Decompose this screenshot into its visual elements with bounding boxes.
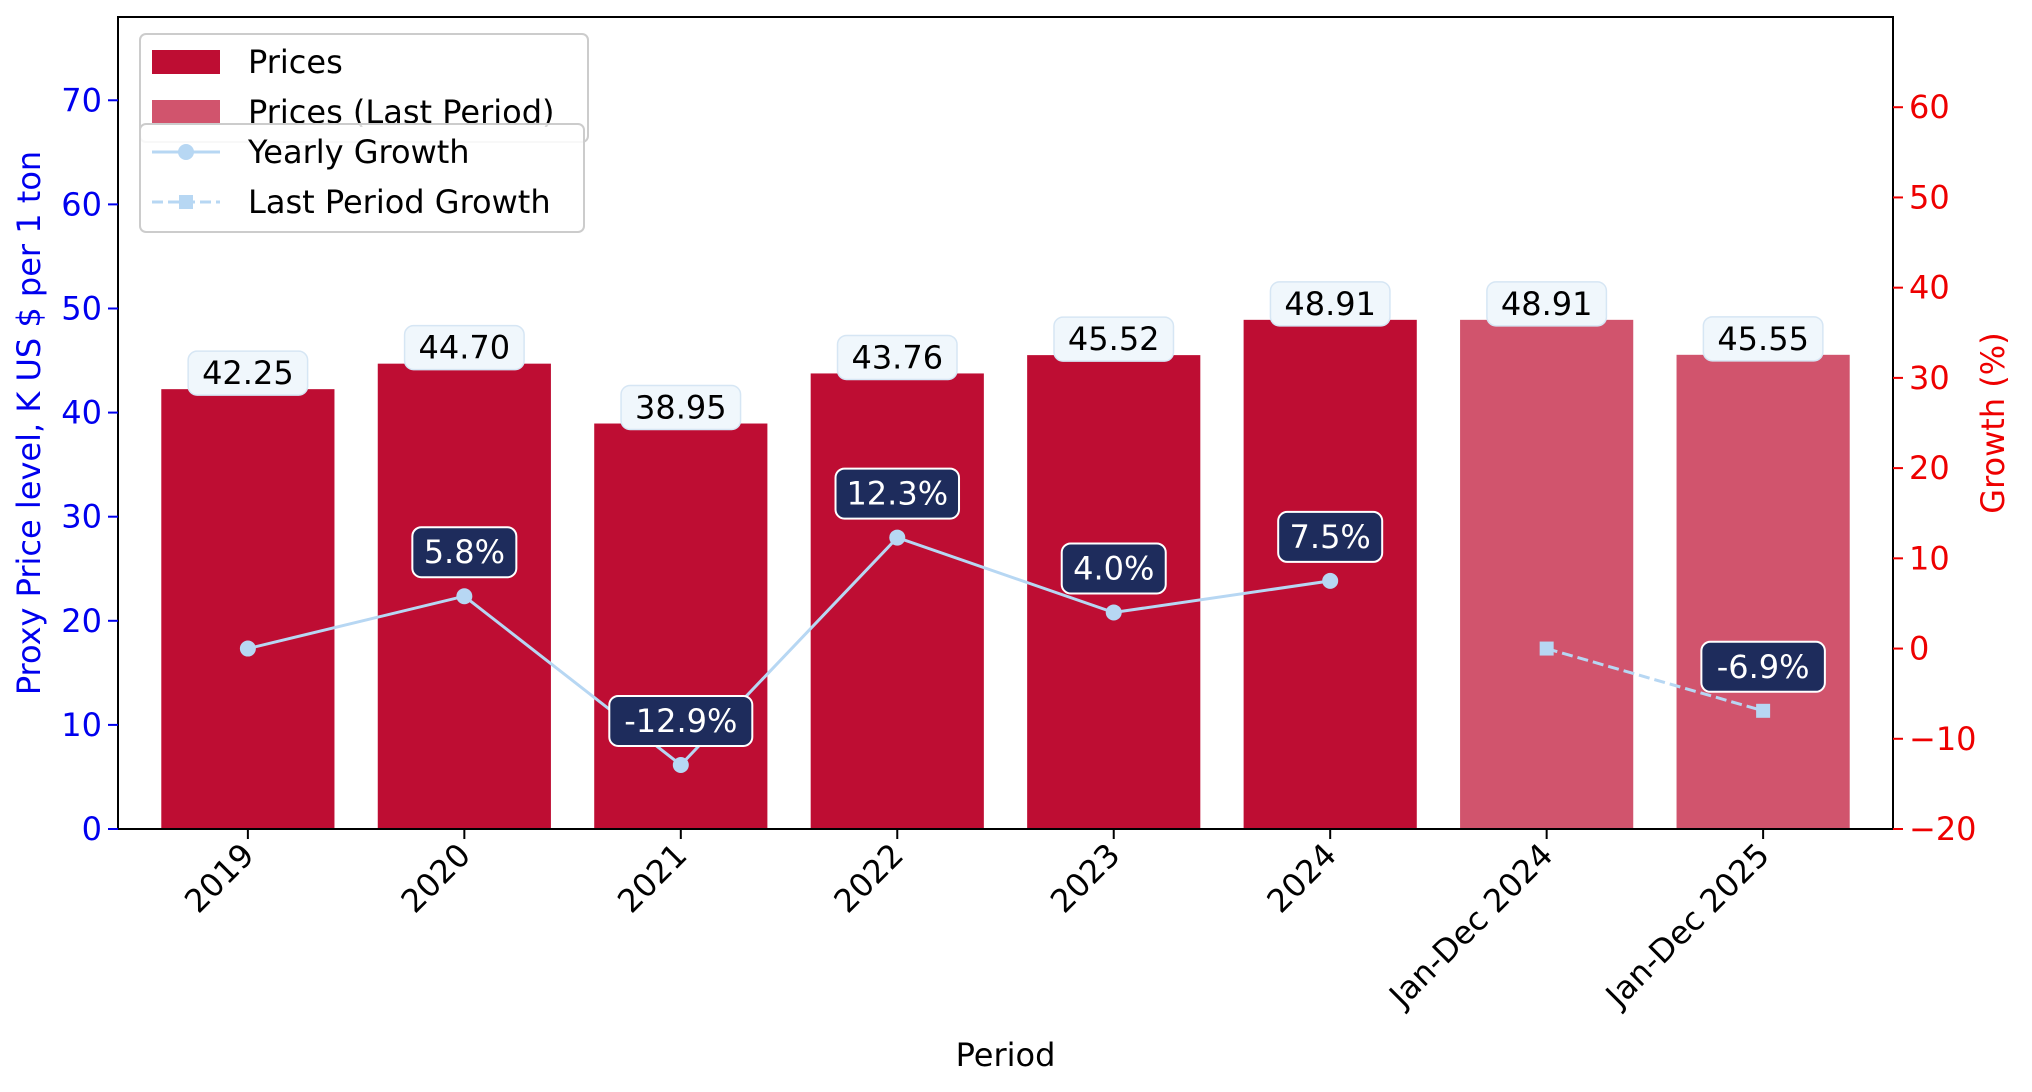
growth-label-box — [1060, 542, 1167, 595]
value-label: 48.91 — [1501, 285, 1593, 323]
y-axis-right-title: Growth (%) — [1974, 332, 2012, 513]
growth-label-box — [1277, 510, 1384, 563]
value-label: 42.25 — [202, 354, 294, 392]
right-tick-label: 40 — [1909, 269, 1950, 307]
yearly-growth-point — [456, 588, 473, 605]
yearly-growth-point — [889, 529, 906, 546]
left-tick-label: 50 — [61, 289, 102, 327]
bar-2022 — [810, 373, 984, 829]
plot-frame — [117, 16, 1894, 830]
legend-prices-swatch — [152, 50, 220, 74]
legend-prices-last-swatch — [152, 100, 220, 124]
growth-label: -12.9% — [624, 702, 737, 740]
yearly-growth-point — [1105, 604, 1122, 621]
value-label-box — [1053, 316, 1175, 362]
value-label: 43.76 — [851, 338, 943, 376]
x-tick-label: 2021 — [610, 836, 694, 920]
right-tick-label: 0 — [1909, 630, 1929, 668]
y-axis-title: Proxy Price level, K US $ per 1 ton — [10, 151, 48, 695]
x-tick-label: 2019 — [177, 836, 261, 920]
growth-label: 12.3% — [846, 475, 948, 513]
x-tick-label: Jan-Dec 2024 — [1380, 836, 1560, 1016]
value-label-box — [1269, 281, 1391, 327]
left-tick-label: 10 — [61, 706, 102, 744]
left-tick-label: 30 — [61, 498, 102, 536]
x-tick-label: 2024 — [1259, 836, 1343, 920]
value-label-box — [620, 384, 742, 431]
right-tick-label: 10 — [1909, 539, 1950, 577]
yearly-growth-point — [239, 640, 256, 657]
x-tick-label: 2020 — [394, 836, 478, 920]
value-label-box — [1702, 316, 1824, 362]
last-period-growth-point — [1756, 703, 1771, 718]
growth-label-box — [834, 467, 961, 520]
legend-yearly-marker — [178, 144, 194, 160]
growth-label: 7.5% — [1290, 518, 1371, 556]
left-tick-label: 70 — [61, 81, 102, 119]
yearly-growth-point — [672, 756, 689, 773]
growth-label: 5.8% — [424, 533, 505, 571]
legend-lines-box — [139, 123, 585, 233]
value-label-box — [1486, 281, 1608, 327]
left-tick-label: 20 — [61, 602, 102, 640]
value-label: 45.52 — [1068, 320, 1160, 358]
right-tick-label: 60 — [1909, 88, 1950, 126]
right-tick-label: −10 — [1909, 720, 1977, 758]
value-label: 48.91 — [1284, 285, 1376, 323]
x-tick-label: 2022 — [826, 836, 910, 920]
value-label-box — [403, 324, 525, 371]
growth-label-box — [1700, 640, 1826, 693]
value-label-box — [187, 350, 309, 396]
lines-layer — [239, 529, 1771, 773]
legend-yearly-label: Yearly Growth — [247, 133, 470, 171]
value-label: 44.70 — [419, 329, 511, 367]
x-tick-label: 2023 — [1043, 836, 1127, 920]
legend-last-marker — [179, 195, 193, 209]
right-tick-label: 30 — [1909, 359, 1950, 397]
right-tick-label: −20 — [1909, 810, 1977, 848]
x-tick-label: Jan-Dec 2025 — [1597, 836, 1777, 1016]
growth-label: -6.9% — [1717, 648, 1810, 686]
bar-2019 — [161, 389, 335, 829]
growth-label-box — [411, 526, 518, 579]
right-tick-label: 20 — [1909, 449, 1950, 487]
x-axis-title: Period — [956, 1036, 1056, 1074]
bar-jan-dec-2024 — [1460, 319, 1634, 829]
growth-label-box — [608, 694, 754, 747]
left-tick-label: 0 — [82, 810, 102, 848]
yearly-growth-point — [1322, 572, 1339, 589]
last-period-growth-point — [1539, 641, 1554, 656]
value-label-box — [836, 334, 958, 381]
labels-layer: 42.25 44.70 38.95 43.76 45.52 48.91 48.91 45.55… — [187, 281, 1826, 747]
growth-label: 4.0% — [1073, 549, 1154, 587]
bar-jan-dec-2025 — [1676, 354, 1850, 829]
left-tick-label: 60 — [61, 185, 102, 223]
last-period-growth-line — [1546, 647, 1764, 713]
legend-prices-label: Prices — [248, 43, 343, 81]
yearly-growth-line — [247, 535, 1331, 767]
value-label: 45.55 — [1717, 320, 1809, 358]
left-tick-label: 40 — [61, 394, 102, 432]
right-tick-label: 50 — [1909, 178, 1950, 216]
value-label: 38.95 — [635, 389, 727, 427]
legend-last-label: Last Period Growth — [248, 183, 551, 221]
